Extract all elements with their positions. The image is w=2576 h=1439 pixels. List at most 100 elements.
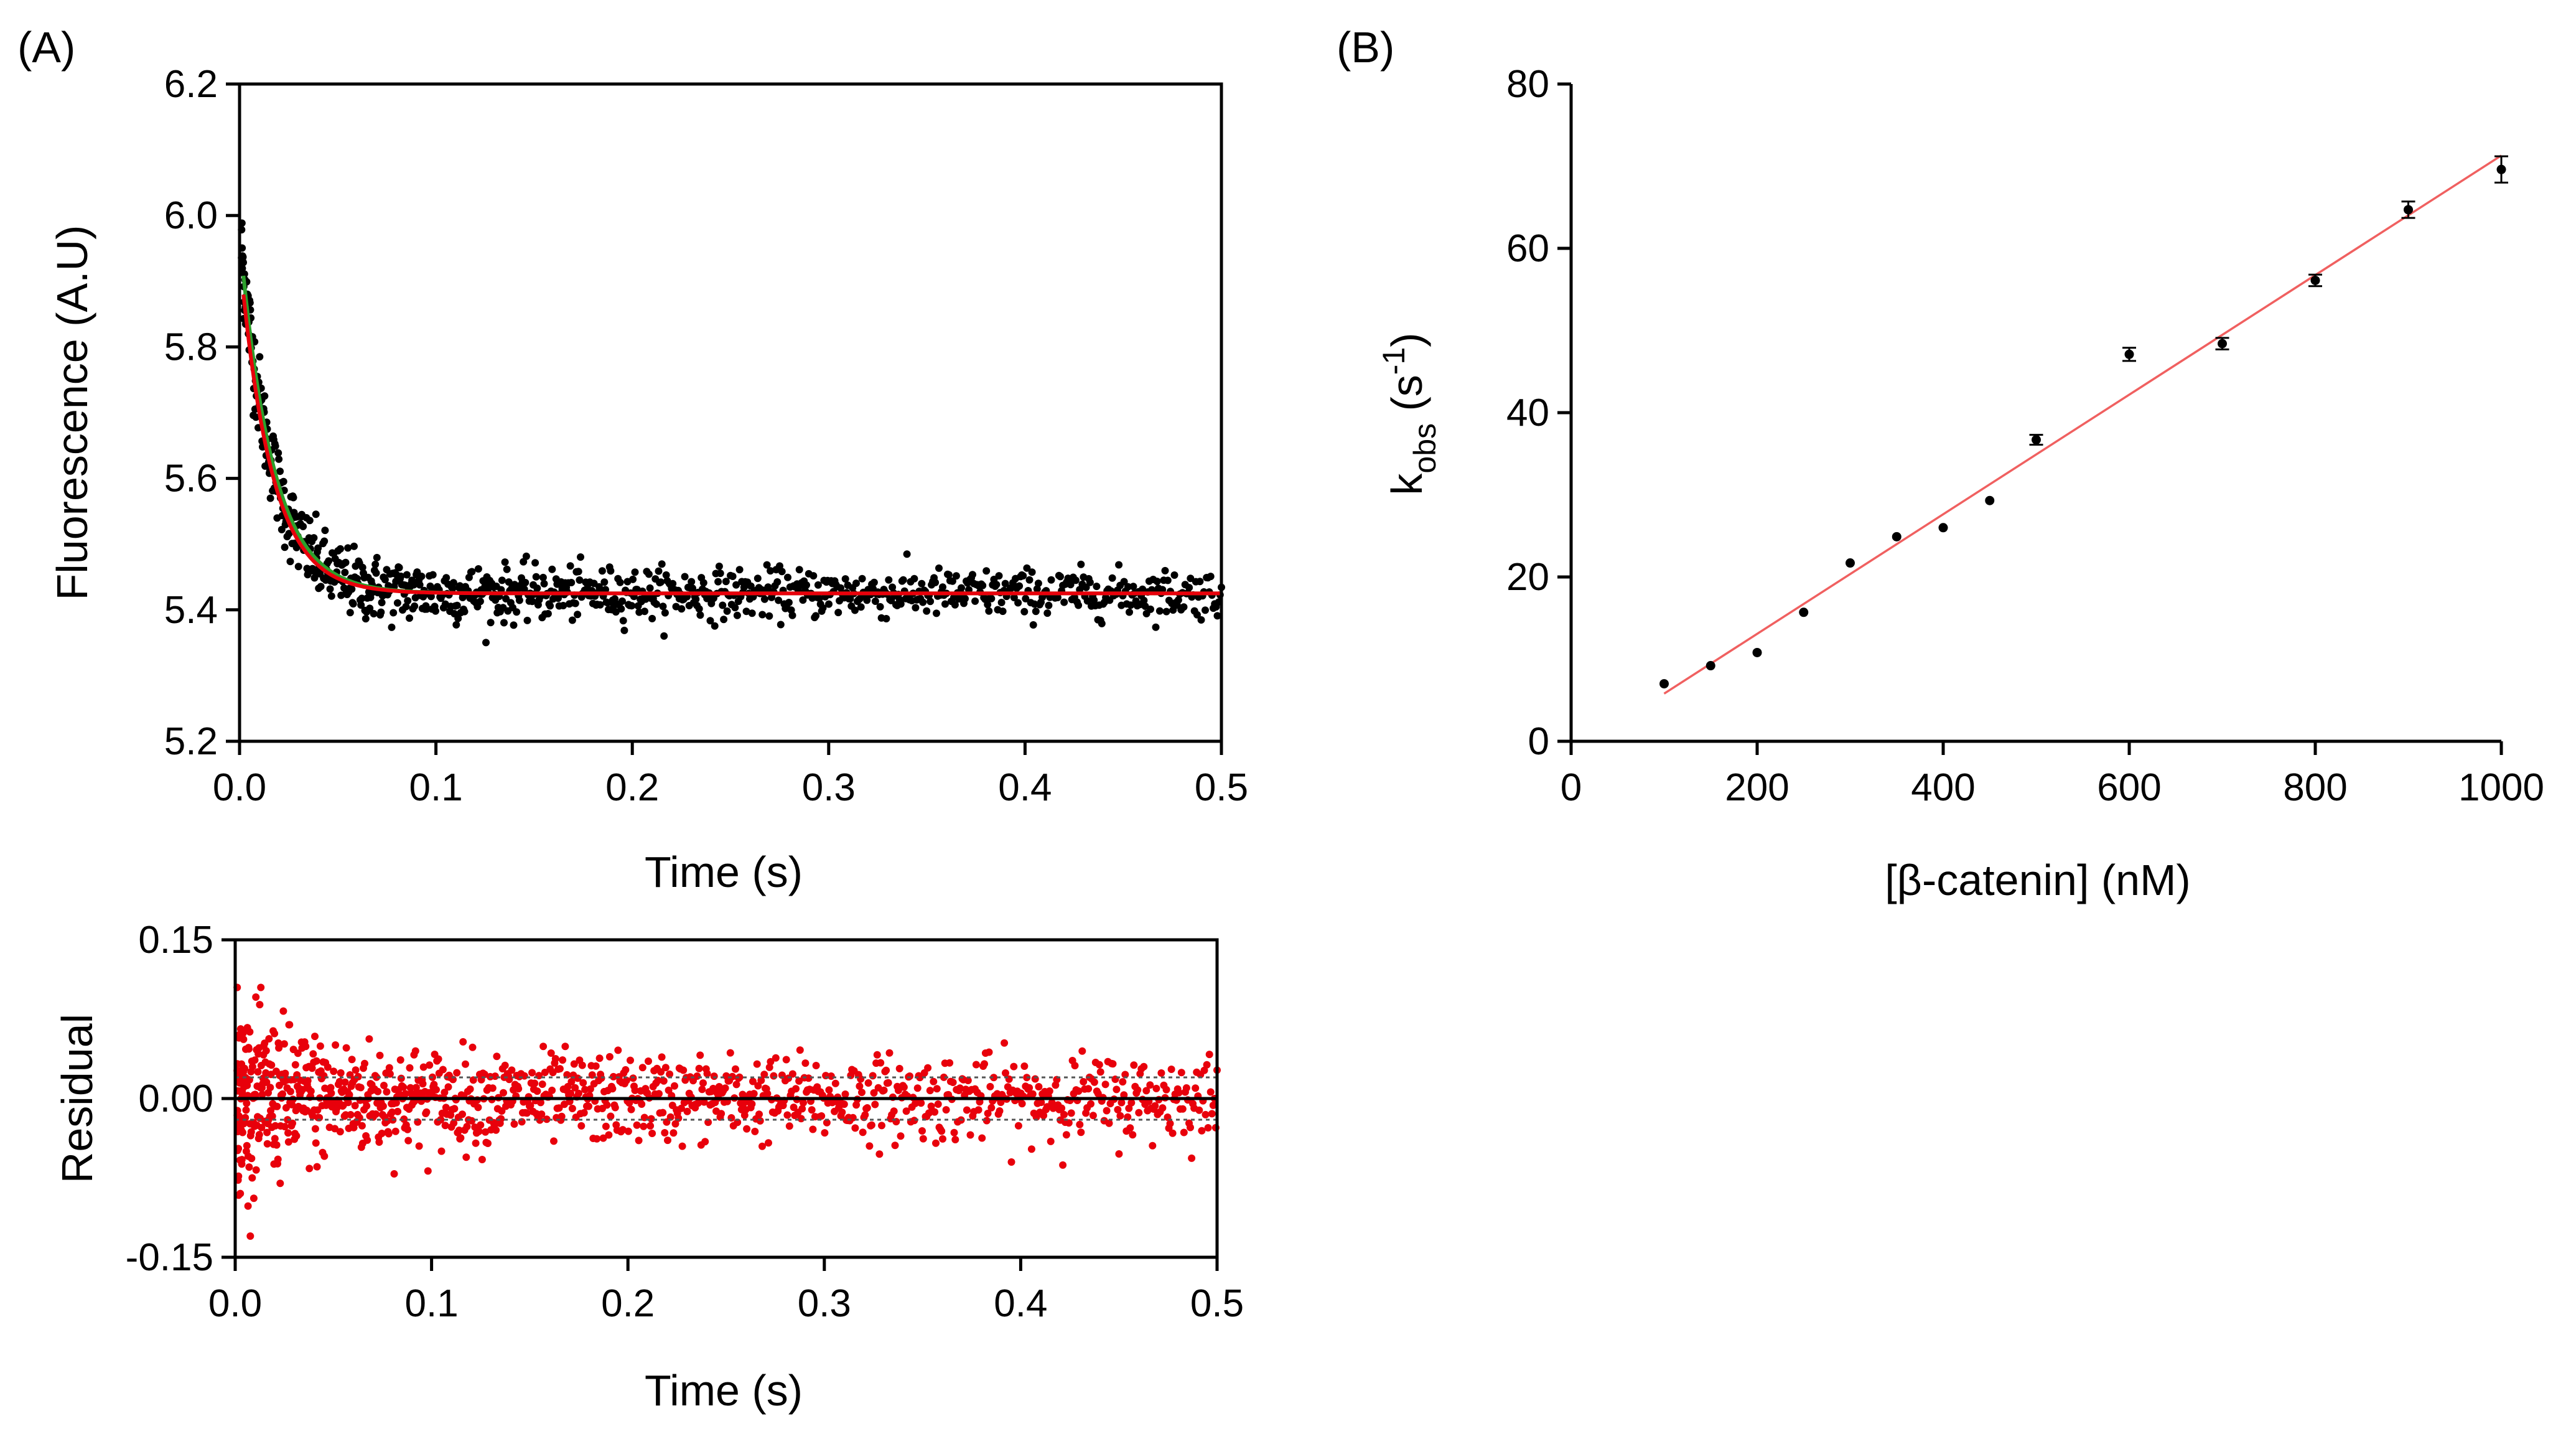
fluorescence-point [731,604,739,612]
fluorescence-point [748,609,756,617]
residual-point [275,1044,283,1052]
fluorescence-point [1025,576,1034,584]
panel-a-x-tick-label: 0.2 [605,766,659,809]
residual-point [459,1110,466,1118]
fluorescence-point [653,600,660,608]
residual-point [1025,1084,1034,1092]
fluorescence-point [1015,582,1024,590]
residual-point [1080,1078,1088,1085]
fluorescence-point [882,615,890,622]
fluorescence-point [714,578,722,586]
residual-point [361,1059,368,1067]
residual-axes: 0.0 0.1 0.2 0.3 0.4 0.5 -0.15 0.00 0.15 [126,919,1244,1325]
kobs-point [2310,275,2320,285]
panel-a-x-tick-label: 0.4 [998,766,1052,809]
residual-point [1149,1141,1157,1150]
residual-point [674,1114,683,1122]
residual-point [624,1127,632,1135]
fluorescence-point [388,623,396,631]
residual-point [472,1139,480,1147]
residual-point [735,1073,744,1081]
residual-point [1065,1119,1073,1127]
fluorescence-point [971,597,979,605]
residual-point [592,1062,600,1070]
fluorescence-point [918,579,926,588]
fluorescence-point [294,563,302,571]
residual-point [756,1117,764,1125]
residual-point [1031,1075,1039,1083]
fluorescence-point [1028,568,1036,576]
residual-x-tick-label: 0.5 [1190,1282,1244,1325]
residual-point [984,1109,992,1117]
residual-point [607,1112,615,1120]
fluorescence-point [659,602,667,611]
residual-point [609,1085,617,1093]
residual-point [335,1077,343,1085]
residual-point [528,1069,536,1077]
fluorescence-point [995,572,1003,580]
residual-point [831,1079,839,1087]
residual-point [280,1040,288,1048]
residual-point [327,1089,335,1097]
fluorescence-point [871,598,879,605]
fluorescence-point [1152,623,1160,631]
residual-point [827,1072,835,1080]
fluorescence-point [1020,607,1029,616]
fluorescence-point [812,612,820,620]
fluorescence-point [432,607,439,615]
fluorescence-point [620,626,628,634]
residual-point [930,1077,938,1085]
residual-point [618,1126,627,1134]
residual-point [396,1056,404,1064]
residual-point [312,1139,320,1147]
residual-point [284,1138,292,1146]
residual-point [678,1142,686,1150]
residual-plot-frame [233,938,1219,1259]
fluorescence-point [1043,609,1052,617]
fluorescence-point [342,558,350,566]
fluorescence-point [476,598,484,606]
fluorescence-point [544,610,552,617]
residual-point [1157,1069,1165,1077]
residual-point [796,1046,804,1054]
residual-point [585,1102,592,1110]
residual-point [605,1131,613,1139]
residual-point [432,1085,440,1094]
residual-point [758,1142,766,1150]
residual-point [933,1085,941,1093]
residual-point [311,1033,319,1041]
residual-point [767,1057,775,1066]
residual-point [1029,1090,1037,1098]
residual-point [390,1170,398,1178]
fluorescence-point [520,558,528,566]
residual-point [241,1064,248,1072]
fluorescence-point [515,596,523,604]
fluorescence-point [764,583,772,591]
residual-point [1203,1061,1211,1069]
residual-point [491,1072,499,1080]
residual-point [1116,1112,1124,1120]
fluorescence-point [576,576,584,584]
fluorescence-point [292,543,301,551]
residual-point [276,1179,284,1188]
kobs-point [2218,339,2227,349]
residual-point [242,1106,250,1114]
residual-point [268,1061,276,1069]
residual-point [670,1129,678,1137]
residual-point [751,1127,759,1135]
residual-point [1037,1099,1045,1107]
residual-point [570,1060,578,1068]
fluorescence-point [723,607,731,615]
panel-b-axes: 0 200 400 600 800 1000 0 20 40 60 80 [1506,63,2544,809]
residual-point [683,1107,691,1115]
fluorescence-point [559,602,567,609]
residual-point [801,1059,810,1067]
residual-point [622,1066,630,1074]
residual-point [917,1099,925,1107]
fluorescence-point [275,455,283,463]
residual-point [550,1137,558,1145]
panel-a-x-axis-title: Time (s) [645,848,803,896]
residual-point [987,1104,996,1112]
fluorescence-point [933,609,940,617]
residual-point [251,1056,259,1064]
